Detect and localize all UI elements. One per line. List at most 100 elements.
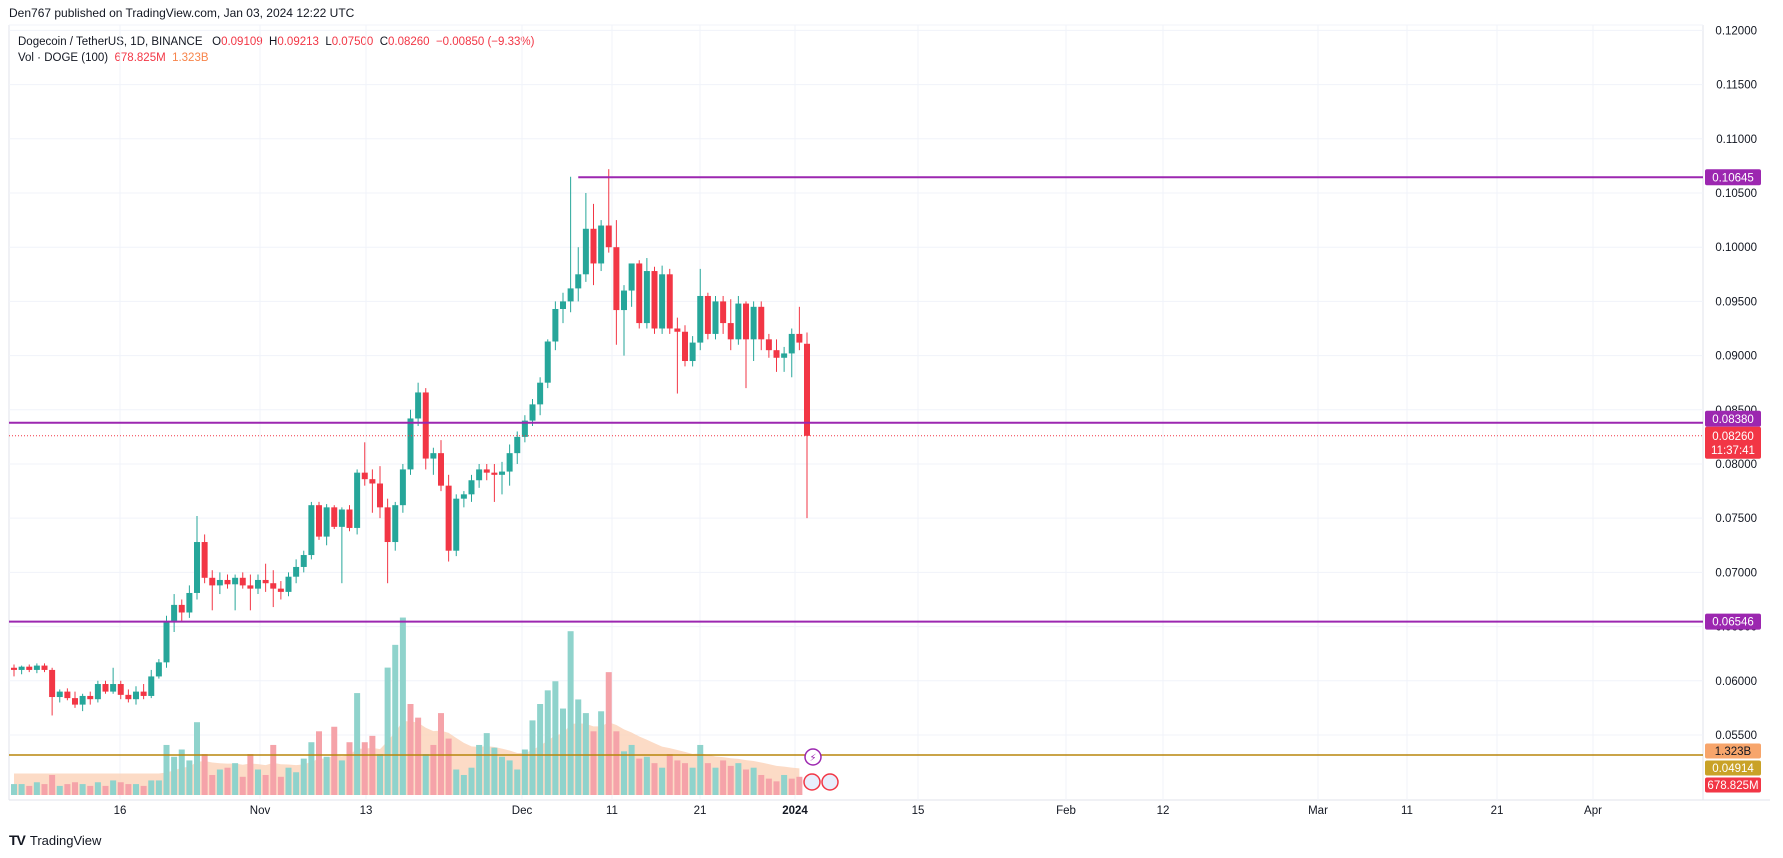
x-tick-label: 21 (1491, 805, 1504, 817)
volume-bar (460, 774, 467, 795)
candle-body (453, 498, 460, 551)
candle-body (316, 505, 322, 537)
volume-ratio-badge-bg (1705, 760, 1761, 776)
volume-bar (110, 780, 117, 795)
volume-bar (384, 667, 391, 795)
volume-bar (537, 704, 544, 795)
candle-body (331, 507, 338, 527)
candle-body (560, 301, 566, 309)
volume-bar (354, 693, 361, 795)
close-label: C (379, 36, 388, 48)
candle-body (140, 691, 147, 696)
candle-body (178, 604, 185, 613)
x-tick-label: 15 (912, 805, 925, 817)
candle-body (605, 225, 612, 248)
candle-body (720, 301, 727, 324)
volume-bar (255, 769, 261, 795)
brand-name[interactable]: TradingView (29, 832, 102, 848)
x-tick-label: Dec (512, 805, 533, 817)
tradingview-logo-icon[interactable]: TV (9, 832, 26, 848)
level-badge-top-bg (1705, 169, 1761, 186)
volume-bar (483, 733, 490, 795)
chart-legend: Dogecoin / TetherUS, 1D, BINANCE O0.0910… (18, 34, 534, 66)
high-label: H (269, 36, 278, 48)
volume-bar (521, 749, 528, 795)
y-tick-label: 0.12000 (1715, 25, 1757, 37)
volume-bar (506, 760, 513, 795)
volume-bar (422, 754, 429, 795)
candle-body (491, 472, 498, 475)
volume-bar (636, 758, 643, 795)
x-tick-label: Mar (1308, 805, 1328, 817)
candle-body (537, 382, 544, 405)
volume-bar (194, 722, 200, 795)
volume-bar (331, 726, 338, 795)
volume-bars (11, 617, 803, 795)
candle-body (750, 306, 757, 340)
candle-body (590, 228, 597, 264)
volume-bar (621, 751, 627, 795)
volume-bar (270, 744, 277, 795)
volume-bar (262, 774, 269, 795)
volume-bar (163, 744, 170, 795)
volume-bar (94, 782, 101, 795)
candle-body (499, 471, 505, 475)
volume-bar (674, 760, 681, 795)
candle-body (460, 494, 467, 499)
candle-body (392, 505, 399, 543)
candle-body (407, 418, 414, 470)
volume-bar (125, 784, 132, 795)
symbol-label[interactable]: Dogecoin / TetherUS, 1D, BINANCE (18, 36, 203, 48)
x-tick-label: 16 (114, 805, 127, 817)
volume-ma-badge: 1.323B (1715, 746, 1752, 758)
candle-body (247, 585, 254, 589)
candle-body (49, 669, 56, 698)
candle-body (674, 328, 681, 332)
countdown-badge: 11:37:41 (1711, 445, 1755, 457)
volume-bar (64, 784, 71, 795)
volume-bar (445, 738, 452, 795)
volume-bar (140, 785, 147, 795)
volume-bar (544, 690, 551, 795)
price-badges: 0.10645 0.08380 0.06546 0.08260 11:37:41 1.32… (1705, 169, 1761, 793)
candle-body (636, 263, 643, 324)
volume-bar (26, 785, 33, 795)
volume-bar (582, 713, 589, 795)
volume-bar (377, 754, 383, 795)
candle-body (56, 691, 63, 698)
candle-body (552, 308, 559, 342)
low-label: L (325, 36, 332, 48)
level-badge-mid: 0.08380 (1712, 414, 1754, 426)
volume-bar (697, 744, 704, 795)
volume-label[interactable]: Vol · DOGE (100) (18, 52, 109, 64)
volume-bar (666, 754, 673, 795)
candle-body (209, 577, 216, 586)
volume-ma-fill (14, 721, 800, 795)
candle-body (438, 453, 444, 486)
candle-body (727, 323, 734, 340)
candle-body (422, 392, 429, 459)
candle-body (773, 350, 780, 358)
volume-bar (765, 778, 772, 795)
level-badge-low: 0.06546 (1712, 617, 1754, 629)
volume-bar (323, 756, 330, 795)
volume-bar (727, 765, 734, 795)
candle-body (323, 507, 330, 537)
y-tick-label: 0.10500 (1715, 188, 1757, 200)
volume-bar (117, 782, 124, 795)
volume-bar (239, 776, 246, 795)
candle-body (72, 698, 78, 705)
volume-bar (430, 744, 437, 795)
us-flag-icon (803, 773, 821, 791)
candle-body (758, 306, 765, 340)
y-tick-label: 0.11000 (1716, 134, 1757, 146)
x-tick-label: 2024 (782, 805, 808, 817)
candle-body (285, 576, 292, 592)
candle-body (445, 485, 452, 551)
candle-body (682, 331, 688, 362)
price-chart[interactable]: ⚡ 0.12000 0.11500 0.11000 0.10500 0.10000 0.0… (0, 0, 1783, 830)
y-tick-label: 0.06000 (1715, 676, 1757, 688)
candle-body (110, 684, 117, 692)
volume-bar (491, 747, 498, 795)
ohlc-row: Dogecoin / TetherUS, 1D, BINANCE O0.0910… (18, 34, 534, 50)
